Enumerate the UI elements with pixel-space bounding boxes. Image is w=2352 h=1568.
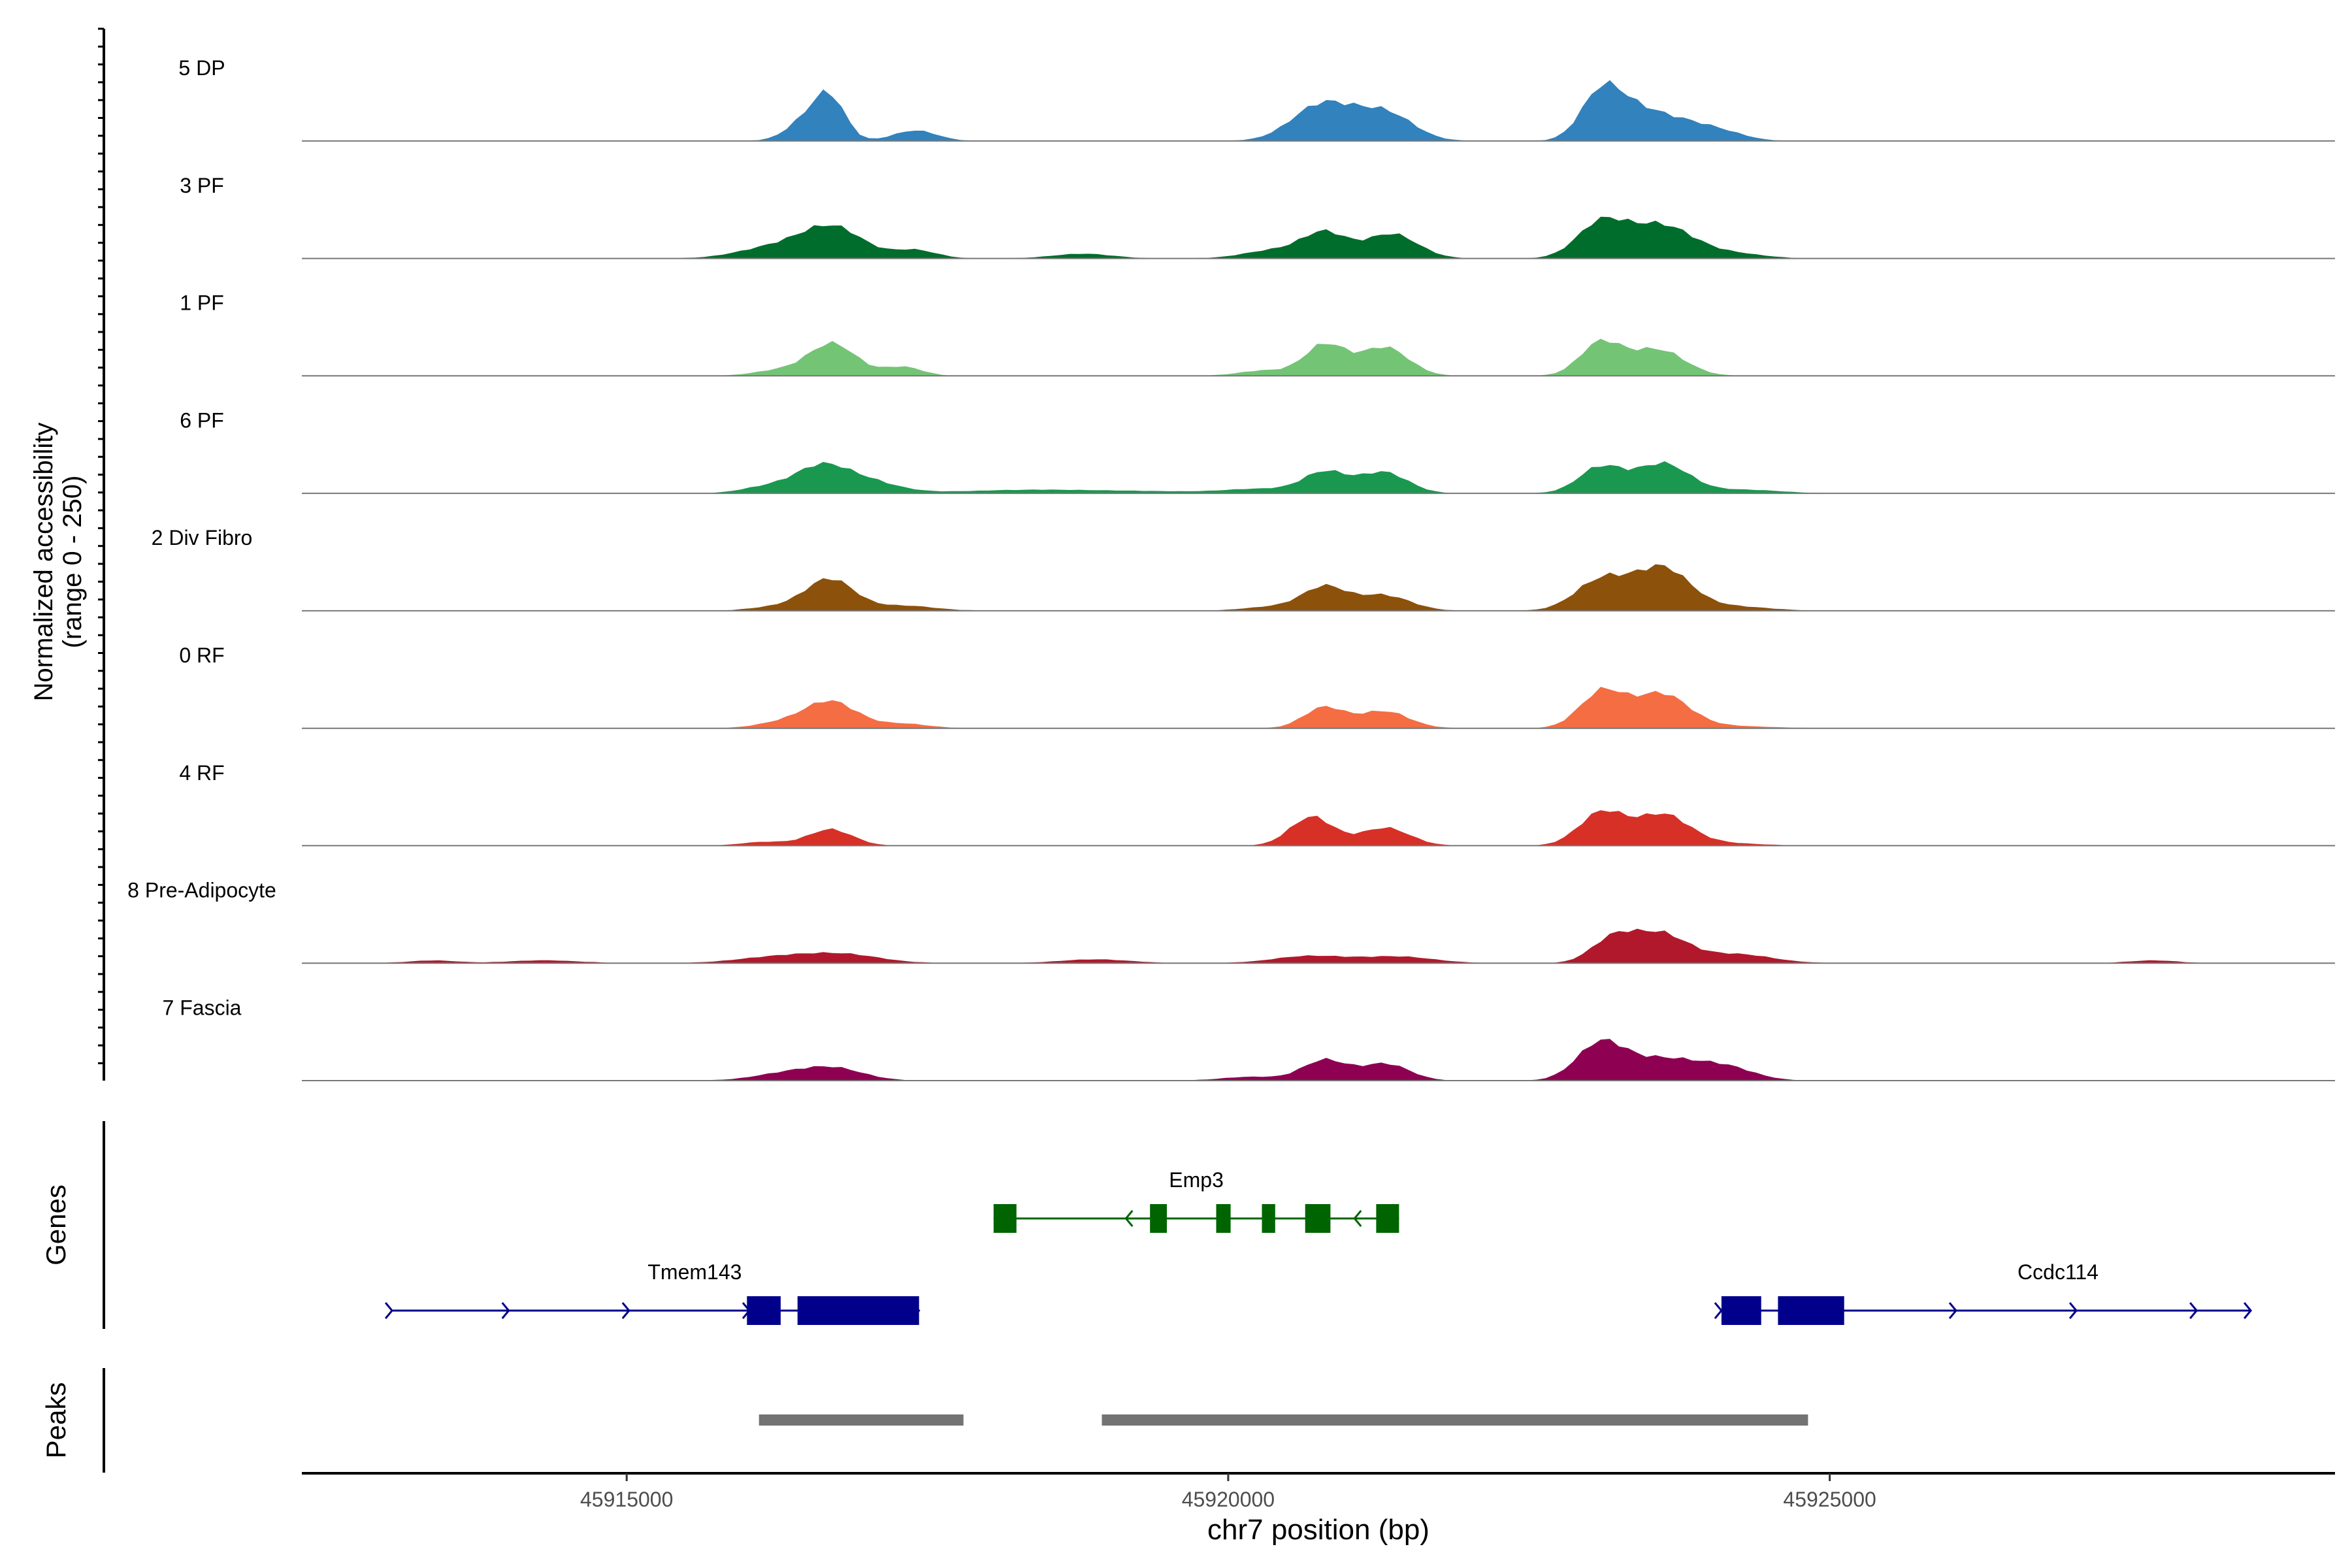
strand-arrow [621,1302,630,1319]
coverage-y-axis-ticks [98,27,104,1064]
track-label: 0 RF [179,644,224,667]
coverage-tracks: 5 DP 3 PF 1 PF 6 PF 2 Div Fibro 0 RF 4 RF 8 Pre… [127,56,2335,1081]
x-axis-title: chr7 position (bp) [1207,1514,1429,1546]
exon [747,1296,781,1325]
exon [1778,1296,1844,1325]
track-label: 6 PF [180,408,224,432]
strand-arrow [1124,1210,1134,1227]
genes-label: Genes [41,1184,71,1266]
strand-arrow [2068,1302,2078,1319]
strand-arrow [384,1302,394,1319]
exon [1262,1204,1275,1233]
strand-arrow [2189,1302,2198,1319]
strand-arrow [501,1302,510,1319]
x-tick-label: 45915000 [580,1488,673,1511]
coverage-area [302,461,2335,494]
strand-arrow [1714,1302,1723,1319]
track-label: 5 DP [178,56,225,80]
exon [797,1296,919,1325]
track-label: 3 PF [180,174,224,197]
gene-label: Tmem143 [647,1260,742,1284]
coverage-area [302,687,2335,728]
gene-annotations: Emp3 Tmem143 Ccdc114 [384,1168,2253,1325]
peak-region-bar [759,1414,964,1426]
strand-arrow [1948,1302,1957,1319]
y-axis-title: Normalized accessibility [29,423,58,702]
exon [993,1204,1017,1233]
peaks-label: Peaks [41,1382,71,1459]
coverage-area [302,564,2335,611]
track-label: 2 Div Fibro [152,526,253,549]
track-label: 1 PF [180,291,224,315]
exon [1150,1204,1167,1233]
gene-label: Ccdc114 [2017,1260,2099,1284]
strand-arrow [1353,1210,1362,1227]
track-label: 7 Fascia [163,996,242,1019]
track-label: 4 RF [179,761,224,785]
coverage-area [302,338,2335,376]
coverage-area [302,216,2335,259]
gene-label: Emp3 [1169,1168,1224,1192]
coverage-area [302,810,2335,846]
strand-arrow [2243,1302,2253,1319]
track-label: 8 Pre-Adipocyte [127,879,276,902]
coverage-area [302,80,2335,141]
x-axis-ticks: 45915000 45920000 45925000 [580,1473,1876,1511]
coverage-area [302,928,2335,964]
x-tick-label: 45925000 [1783,1488,1876,1511]
exon [1376,1204,1399,1233]
peak-regions [759,1414,1808,1426]
exon [1721,1296,1761,1325]
peak-region-bar [1102,1414,1808,1426]
coverage-area [302,1039,2335,1081]
x-tick-label: 45920000 [1182,1488,1275,1511]
exon [1305,1204,1331,1233]
y-axis-title-range: (range 0 - 250) [58,476,87,649]
exon [1216,1204,1231,1233]
